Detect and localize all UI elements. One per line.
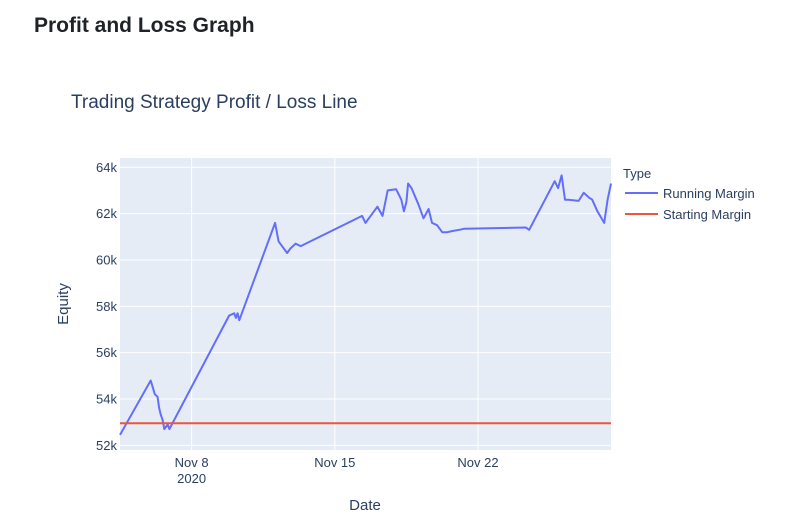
- y-tick-label: 52k: [96, 438, 117, 453]
- plot-background: [120, 158, 611, 450]
- legend: Type Running Margin Starting Margin: [623, 166, 755, 222]
- x-axis-title: Date: [349, 497, 381, 514]
- x-tick-sublabel: 2020: [177, 471, 206, 486]
- x-tick-label: Nov 15: [314, 455, 355, 470]
- legend-item-running-margin[interactable]: Running Margin: [625, 186, 755, 201]
- y-tick-label: 56k: [96, 345, 117, 360]
- y-tick-label: 58k: [96, 299, 117, 314]
- legend-title: Type: [623, 166, 651, 181]
- chart-title: Trading Strategy Profit / Loss Line: [71, 92, 358, 113]
- x-tick-label: Nov 22: [457, 455, 498, 470]
- y-tick-label: 54k: [96, 392, 117, 407]
- grid-lines: [120, 158, 611, 450]
- legend-label-running-margin: Running Margin: [663, 186, 755, 201]
- y-tick-label: 62k: [96, 206, 117, 221]
- y-tick-label: 60k: [96, 252, 117, 267]
- legend-item-starting-margin[interactable]: Starting Margin: [625, 207, 751, 222]
- page-heading: Profit and Loss Graph: [34, 14, 255, 37]
- series-line-running-margin: [119, 174, 612, 436]
- legend-label-starting-margin: Starting Margin: [663, 207, 751, 222]
- x-tick-label: Nov 8: [175, 455, 209, 470]
- series-lines: [119, 174, 612, 436]
- y-axis-title: Equity: [55, 283, 72, 325]
- y-tick-label: 64k: [96, 160, 117, 175]
